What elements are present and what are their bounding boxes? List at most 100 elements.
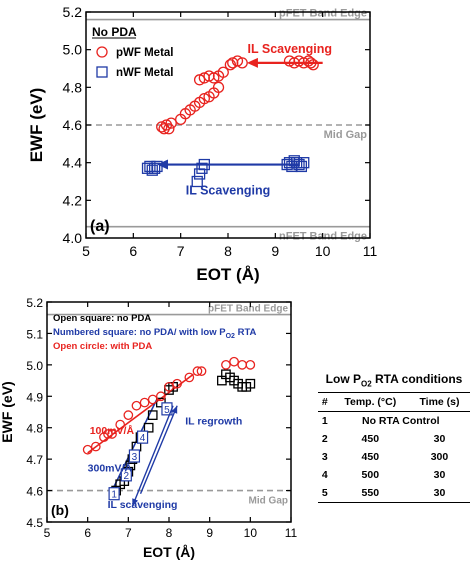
table-row: 3 450 300 xyxy=(318,448,470,466)
table-cell: 450 xyxy=(361,433,380,445)
table-cell: 30 xyxy=(433,487,446,499)
y-tick-label: 4.7 xyxy=(26,453,43,467)
data-point xyxy=(217,66,229,78)
x-tick-label: 7 xyxy=(177,243,185,259)
x-tick-label: 7 xyxy=(125,526,132,540)
x-tick-label: 6 xyxy=(129,243,137,259)
data-point xyxy=(231,55,244,67)
legend-note: Open circle: with PDA xyxy=(53,341,152,352)
y-tick-label: 5.0 xyxy=(26,359,43,373)
legend-title: No PDA xyxy=(92,25,137,39)
reference-line-label: Mid Gap xyxy=(249,496,288,507)
data-point xyxy=(295,160,308,173)
data-point xyxy=(115,419,126,430)
annotation-arrowhead xyxy=(246,57,258,68)
x-tick-label: 5 xyxy=(44,526,51,540)
y-axis-title: EWF (eV) xyxy=(27,88,46,163)
x-tick-label: 10 xyxy=(315,243,331,259)
table-cell: 30 xyxy=(433,469,446,481)
y-tick-label: 4.8 xyxy=(26,422,43,436)
data-point xyxy=(143,422,154,433)
table-header: Time (s) xyxy=(419,396,460,408)
table-cell: 300 xyxy=(430,451,449,463)
table-cell: 4 xyxy=(321,469,328,481)
data-point xyxy=(193,74,206,86)
annotation-label: 300mV/Å xyxy=(88,462,133,475)
data-point xyxy=(164,382,174,392)
legend-label: nWF Metal xyxy=(116,67,174,79)
legend-marker xyxy=(96,66,108,78)
data-point xyxy=(136,430,149,444)
data-point xyxy=(90,441,101,452)
data-point xyxy=(107,429,117,439)
data-point-label: 2 xyxy=(124,471,130,482)
data-point xyxy=(224,59,237,71)
data-point xyxy=(307,59,319,71)
y-tick-label: 5.2 xyxy=(63,4,83,20)
data-point xyxy=(156,121,168,133)
x-tick-label: 6 xyxy=(84,526,91,540)
x-axis-title: EOT (Å) xyxy=(143,544,195,560)
legend-label: pWF Metal xyxy=(116,47,174,59)
table-row: 4 500 30 xyxy=(318,466,470,484)
legend-note: Open square: no PDA xyxy=(53,313,151,324)
data-point xyxy=(245,360,256,370)
annotation-arrowhead xyxy=(171,405,178,414)
y-tick-label: 4.6 xyxy=(63,117,83,133)
data-point xyxy=(165,117,177,129)
data-point xyxy=(147,394,158,405)
table-row: 2 450 30 xyxy=(318,430,470,448)
data-point xyxy=(198,92,210,105)
data-point xyxy=(172,378,182,389)
annotation-arrowhead xyxy=(157,159,168,170)
table-cell: 500 xyxy=(361,469,380,481)
rta-table-title: Low PO2 RTA conditions xyxy=(325,372,463,389)
x-tick-label: 11 xyxy=(363,243,378,259)
data-point-label: 5 xyxy=(164,405,170,416)
x-tick-label: 8 xyxy=(224,243,232,259)
annotation-label: 100mV/Å xyxy=(90,424,135,437)
table-cell: 3 xyxy=(321,451,328,463)
panel-label: (b) xyxy=(51,502,69,518)
table-cell: 2 xyxy=(321,433,328,445)
annotation-label: IL Scavenging xyxy=(186,184,271,198)
data-point xyxy=(196,162,208,174)
annotation-arrowhead xyxy=(132,498,139,507)
data-point xyxy=(82,444,93,455)
y-tick-label: 4.6 xyxy=(26,485,43,499)
data-point xyxy=(147,410,158,420)
data-point xyxy=(229,356,239,367)
reference-line-label: pFET Band Edge xyxy=(208,304,288,315)
x-tick-label: 11 xyxy=(285,526,298,540)
data-point-label: 1 xyxy=(111,490,117,501)
y-tick-label: 5.0 xyxy=(63,42,83,58)
data-point xyxy=(131,400,142,411)
data-point xyxy=(148,162,161,174)
x-tick-label: 10 xyxy=(244,526,258,540)
table-cell: 550 xyxy=(361,487,380,499)
annotation-arrow xyxy=(139,405,178,494)
rta-conditions-table: # Temp. (°C) Time (s) 1 No RTA Control 2… xyxy=(318,392,470,503)
table-header: Temp. (°C) xyxy=(344,396,397,408)
legend-marker xyxy=(96,46,108,58)
data-point xyxy=(192,366,203,376)
data-point xyxy=(196,366,207,376)
y-tick-label: 4.2 xyxy=(63,192,83,208)
table-header-row: # Temp. (°C) Time (s) xyxy=(318,392,470,412)
annotation-label: IL regrowth xyxy=(185,416,242,428)
y-tick-label: 5.1 xyxy=(26,327,43,341)
table-cell: 1 xyxy=(321,415,328,427)
data-point xyxy=(237,360,248,370)
data-point xyxy=(123,410,134,420)
table-cell: 5 xyxy=(321,487,328,499)
table-cell: 450 xyxy=(361,451,380,463)
panel-label: (a) xyxy=(90,218,110,235)
x-tick-label: 9 xyxy=(271,243,279,259)
table-row: 1 No RTA Control xyxy=(318,412,470,431)
y-tick-label: 4.9 xyxy=(26,390,43,404)
data-point xyxy=(128,449,141,463)
data-point xyxy=(139,397,150,408)
data-point xyxy=(163,123,175,135)
annotation-label: IL Scavenging xyxy=(248,42,333,56)
data-point xyxy=(208,72,220,84)
